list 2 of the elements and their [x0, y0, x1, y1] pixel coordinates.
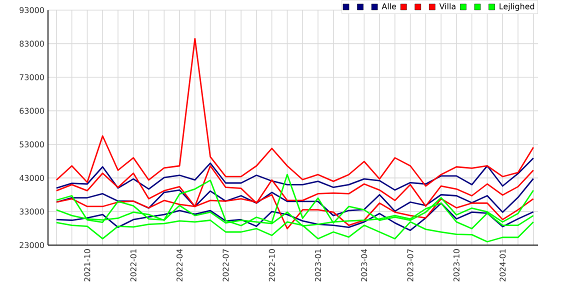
line-series: [56, 38, 534, 187]
line-series: [56, 157, 534, 191]
